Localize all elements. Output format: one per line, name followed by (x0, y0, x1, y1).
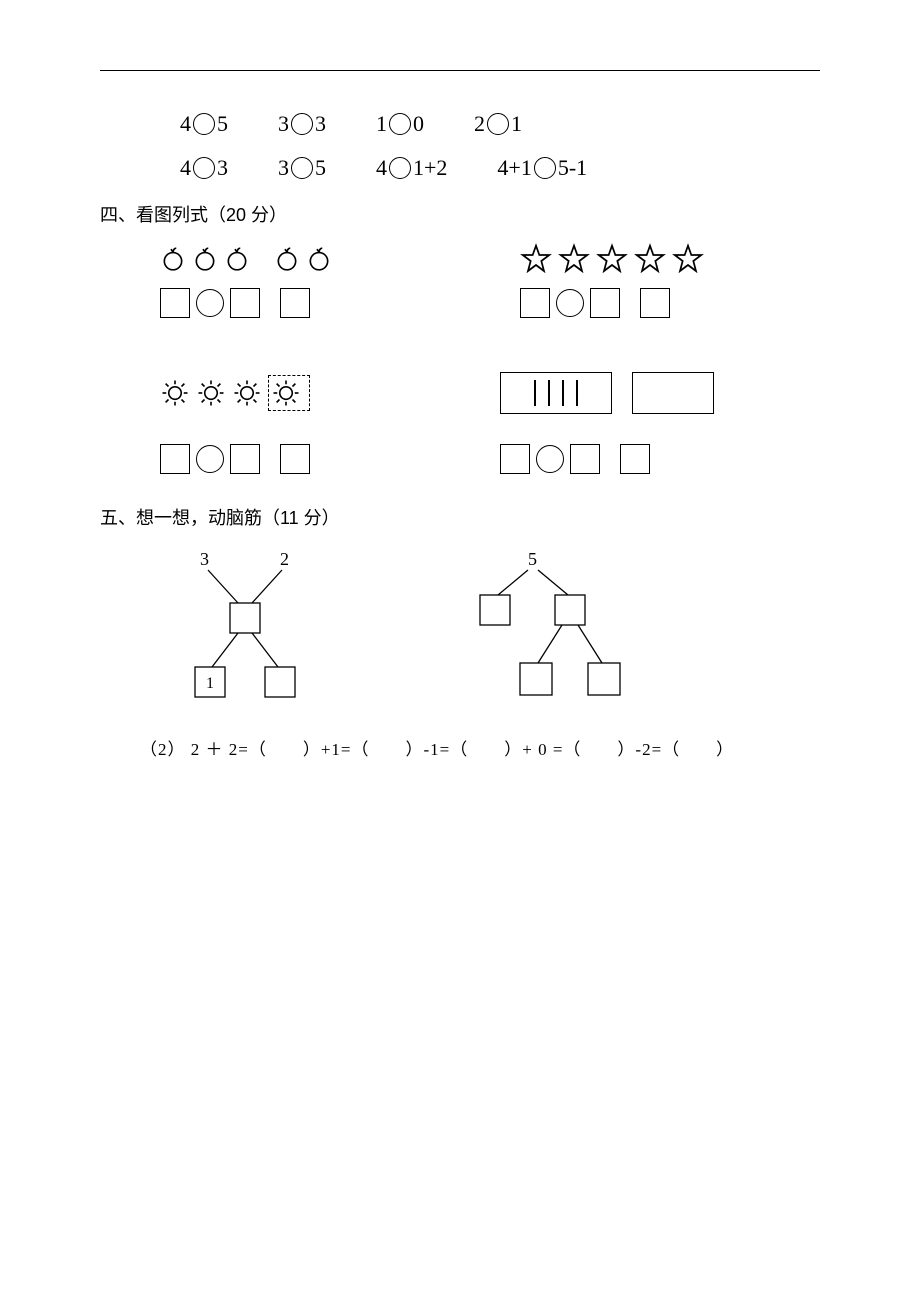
tree1-topright: 2 (280, 549, 289, 569)
sticks-box-empty (632, 372, 714, 414)
answer-box[interactable] (160, 444, 190, 474)
equation-boxes (460, 288, 820, 318)
q4-apples (100, 242, 460, 318)
q4-suns (100, 376, 460, 474)
answer-box[interactable] (590, 288, 620, 318)
operator-circle[interactable] (196, 445, 224, 473)
compare-circle-icon (291, 157, 313, 179)
answer-box[interactable] (555, 595, 585, 625)
answer-box[interactable] (230, 444, 260, 474)
cmp-item: 33 (278, 111, 326, 137)
number-bond-tree-1: 3 2 1 (160, 545, 330, 715)
section5-title: 五、想一想，动脑筋（11 分） (100, 504, 820, 530)
sticks-boxes (460, 376, 820, 410)
stick-icon (534, 380, 536, 406)
stick-icon (548, 380, 550, 406)
q4-stars (460, 242, 820, 318)
apple-icon (274, 246, 300, 272)
answer-box[interactable] (230, 288, 260, 318)
equation-boxes (460, 444, 820, 474)
answer-box[interactable] (640, 288, 670, 318)
operator-circle[interactable] (556, 289, 584, 317)
compare-circle-icon (291, 113, 313, 135)
compare-row-2: 43 35 41+2 4+15-1 (100, 155, 820, 181)
answer-box[interactable] (265, 667, 295, 697)
dashed-group (268, 375, 310, 411)
equation-boxes (100, 288, 460, 318)
answer-box[interactable] (588, 663, 620, 695)
answer-box[interactable] (570, 444, 600, 474)
cmp-item: 41+2 (376, 155, 447, 181)
answer-box[interactable] (520, 288, 550, 318)
q5-trees: 3 2 1 5 (100, 545, 820, 715)
sun-icon (196, 378, 226, 408)
answer-box[interactable] (160, 288, 190, 318)
q4-row-2 (100, 376, 820, 474)
compare-circle-icon (389, 157, 411, 179)
stick-icon (562, 380, 564, 406)
answer-box[interactable] (500, 444, 530, 474)
sticks-box-filled (500, 372, 612, 414)
answer-box[interactable] (280, 444, 310, 474)
answer-box[interactable] (520, 663, 552, 695)
apple-icon (192, 246, 218, 272)
apples-icons (100, 242, 460, 276)
cmp-item: 43 (180, 155, 228, 181)
tree1-bottomleft-value: 1 (206, 675, 214, 692)
q5-equation-chain: （2） 2 ＋ 2=（ ）+1=（ ）-1=（ ）+ 0 =（ ）-2=（ ） (100, 735, 820, 760)
tree2-top: 5 (528, 549, 537, 569)
equation-boxes (100, 444, 460, 474)
answer-box[interactable] (480, 595, 510, 625)
sun-icon (232, 378, 262, 408)
section4-title: 四、看图列式（20 分） (100, 201, 820, 227)
compare-circle-icon (193, 157, 215, 179)
sun-icon (271, 378, 301, 408)
star-icon (596, 243, 628, 275)
worksheet-page: 45 33 10 21 43 35 41+2 4+15-1 四、看图列式（20 … (0, 0, 920, 1302)
operator-circle[interactable] (196, 289, 224, 317)
sun-icon (160, 378, 190, 408)
compare-circle-icon (487, 113, 509, 135)
suns-icons (100, 376, 460, 410)
compare-circle-icon (193, 113, 215, 135)
apple-icon (306, 246, 332, 272)
q4-row-1 (100, 242, 820, 318)
answer-box[interactable] (230, 603, 260, 633)
compare-row-1: 45 33 10 21 (100, 111, 820, 137)
star-icon (520, 243, 552, 275)
star-icon (672, 243, 704, 275)
cmp-item: 21 (474, 111, 522, 137)
apple-icon (160, 246, 186, 272)
tree1-topleft: 3 (200, 549, 209, 569)
q4-sticks (460, 376, 820, 474)
compare-circle-icon (389, 113, 411, 135)
operator-circle[interactable] (536, 445, 564, 473)
number-bond-tree-2: 5 (450, 545, 650, 715)
top-rule (100, 70, 820, 71)
apple-icon (224, 246, 250, 272)
stick-icon (576, 380, 578, 406)
star-icon (634, 243, 666, 275)
cmp-item: 35 (278, 155, 326, 181)
cmp-item: 4+15-1 (497, 155, 587, 181)
answer-box[interactable] (280, 288, 310, 318)
star-icon (558, 243, 590, 275)
stars-icons (460, 242, 820, 276)
cmp-item: 45 (180, 111, 228, 137)
answer-box[interactable] (620, 444, 650, 474)
cmp-item: 10 (376, 111, 424, 137)
compare-circle-icon (534, 157, 556, 179)
